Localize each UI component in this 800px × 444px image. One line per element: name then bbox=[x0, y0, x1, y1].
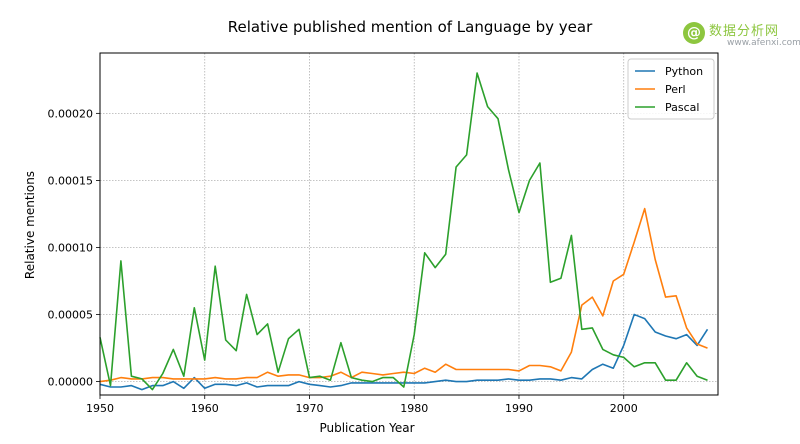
x-tick-label: 1970 bbox=[295, 402, 323, 415]
y-tick-label: 0.00005 bbox=[48, 309, 94, 322]
legend-label: Pascal bbox=[665, 101, 699, 114]
at-sign-icon: @ bbox=[683, 22, 705, 44]
x-tick-label: 2000 bbox=[610, 402, 638, 415]
legend-label: Python bbox=[665, 65, 703, 78]
y-axis-label: Relative mentions bbox=[23, 171, 37, 279]
x-axis-label: Publication Year bbox=[319, 421, 414, 435]
legend-box bbox=[627, 58, 715, 120]
legend-label: Perl bbox=[665, 83, 686, 96]
watermark-text: 数据分析网 bbox=[709, 24, 780, 39]
legend: Python Perl Pascal bbox=[627, 58, 715, 120]
series-line-perl bbox=[99, 207, 708, 383]
y-tick-label: 0.00000 bbox=[48, 376, 94, 389]
watermark-url: www.afenxi.com bbox=[727, 38, 800, 48]
x-tick-label: 1960 bbox=[191, 402, 219, 415]
y-tick-label: 0.00020 bbox=[48, 107, 94, 120]
y-tick-label: 0.00010 bbox=[48, 241, 94, 254]
chart-title: Relative published mention of Language b… bbox=[228, 18, 593, 36]
grid bbox=[99, 53, 718, 395]
x-tick-label: 1990 bbox=[505, 402, 533, 415]
plot-frame bbox=[99, 52, 719, 396]
series-layer bbox=[99, 72, 709, 391]
y-tick-label: 0.00015 bbox=[48, 174, 94, 187]
axis-ticks: 1950 1960 1970 1980 1990 2000 0.00000 0.00005 0.… bbox=[48, 107, 638, 415]
x-tick-label: 1980 bbox=[400, 402, 428, 415]
series-line-pascal bbox=[99, 72, 708, 391]
watermark: @ 数据分析网 www.afenxi.com bbox=[683, 18, 800, 52]
x-tick-label: 1950 bbox=[86, 402, 114, 415]
